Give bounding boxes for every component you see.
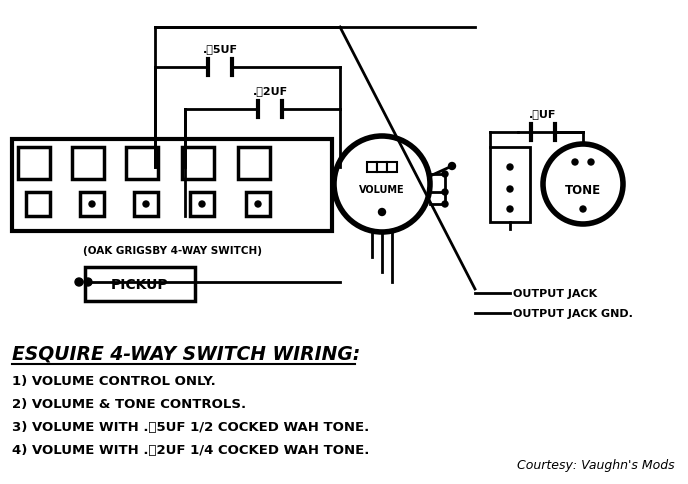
Circle shape [75, 278, 83, 287]
Text: OUTPUT JACK: OUTPUT JACK [513, 288, 597, 298]
Bar [72, 148, 104, 180]
Text: TONE: TONE [565, 183, 601, 196]
Circle shape [255, 201, 261, 208]
Circle shape [378, 209, 385, 216]
Circle shape [507, 207, 513, 212]
Bar [80, 193, 104, 216]
Bar [490, 148, 530, 223]
Bar [126, 148, 158, 180]
Bar [182, 148, 214, 180]
Text: .2UF: .2UF [252, 86, 288, 96]
Text: ESQUIRE 4-WAY SWITCH WIRING:: ESQUIRE 4-WAY SWITCH WIRING: [12, 344, 361, 363]
Circle shape [143, 201, 149, 208]
Bar [18, 148, 50, 180]
Circle shape [580, 207, 586, 212]
Bar [12, 140, 332, 231]
Bar [26, 193, 50, 216]
Text: .অUF: .অUF [529, 109, 557, 119]
Text: 2) VOLUME & TONE CONTROLS.: 2) VOLUME & TONE CONTROLS. [12, 397, 246, 410]
Text: VOLUME: VOLUME [359, 184, 405, 195]
Circle shape [442, 190, 448, 196]
Text: 1) VOLUME CONTROL ONLY.: 1) VOLUME CONTROL ONLY. [12, 374, 216, 387]
Text: Courtesy: Vaughn's Mods: Courtesy: Vaughn's Mods [517, 458, 675, 471]
Bar [367, 163, 377, 173]
Bar [246, 193, 270, 216]
Bar [387, 163, 397, 173]
Circle shape [507, 187, 513, 193]
Circle shape [588, 160, 594, 166]
Circle shape [449, 163, 455, 170]
Circle shape [84, 278, 92, 287]
Text: (OAK GRIGSBY 4-WAY SWITCH): (OAK GRIGSBY 4-WAY SWITCH) [83, 245, 261, 256]
Circle shape [507, 165, 513, 171]
Bar [85, 268, 195, 302]
Text: OUTPUT JACK GND.: OUTPUT JACK GND. [513, 308, 633, 318]
Circle shape [442, 172, 448, 178]
Circle shape [572, 160, 578, 166]
Text: 4) VOLUME WITH .2UF 1/4 COCKED WAH TONE.: 4) VOLUME WITH .2UF 1/4 COCKED WAH TONE… [12, 443, 369, 456]
Bar [134, 193, 158, 216]
Circle shape [442, 201, 448, 208]
Bar [238, 148, 270, 180]
Bar [190, 193, 214, 216]
Text: .5UF: .5UF [202, 44, 237, 54]
Circle shape [199, 201, 205, 208]
Circle shape [89, 201, 95, 208]
Bar [377, 163, 387, 173]
Text: PICKUP: PICKUP [111, 277, 169, 291]
Text: 3) VOLUME WITH .5UF 1/2 COCKED WAH TONE.: 3) VOLUME WITH .5UF 1/2 COCKED WAH TONE… [12, 420, 369, 433]
